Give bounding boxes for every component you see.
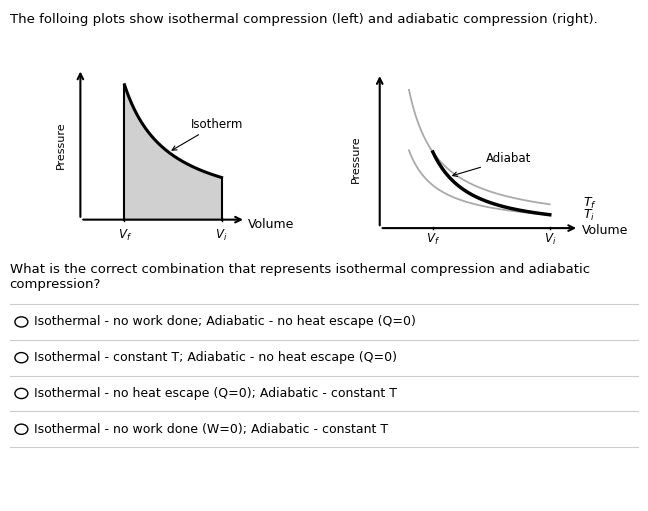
Text: Isothermal - no work done; Adiabatic - no heat escape (Q=0): Isothermal - no work done; Adiabatic - n… — [34, 315, 415, 329]
Text: $V_f$: $V_f$ — [117, 228, 132, 243]
Text: Isothermal - no heat escape (Q=0); Adiabatic - constant T: Isothermal - no heat escape (Q=0); Adiab… — [34, 387, 397, 400]
Text: Isotherm: Isotherm — [172, 118, 243, 150]
Text: $T_f$: $T_f$ — [583, 196, 597, 211]
Text: $T_i$: $T_i$ — [583, 208, 595, 223]
Text: Isothermal - no work done (W=0); Adiabatic - constant T: Isothermal - no work done (W=0); Adiabat… — [34, 423, 388, 436]
Text: Pressure: Pressure — [56, 122, 65, 169]
Text: Pressure: Pressure — [351, 135, 361, 183]
Text: The folloing plots show isothermal compression (left) and adiabatic compression : The folloing plots show isothermal compr… — [10, 13, 597, 26]
Text: Isothermal - constant T; Adiabatic - no heat escape (Q=0): Isothermal - constant T; Adiabatic - no … — [34, 351, 397, 364]
Text: Volume: Volume — [582, 224, 628, 237]
Text: $V_i$: $V_i$ — [544, 233, 556, 247]
Text: $V_i$: $V_i$ — [215, 228, 227, 243]
Text: $V_f$: $V_f$ — [426, 233, 440, 247]
Text: What is the correct combination that represents isothermal compression and adiab: What is the correct combination that rep… — [10, 263, 590, 276]
Text: Adiabat: Adiabat — [453, 152, 531, 176]
Text: compression?: compression? — [10, 278, 101, 291]
Text: Volume: Volume — [248, 218, 294, 230]
